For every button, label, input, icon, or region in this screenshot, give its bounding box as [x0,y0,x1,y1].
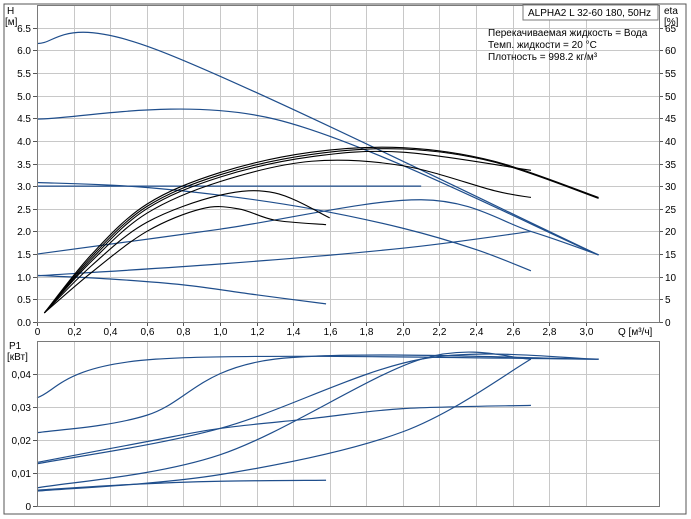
y-tick-label: 4.5 [17,114,31,125]
y2-tick-label: 55 [665,69,677,80]
y2-tick-label: 45 [665,114,677,125]
power-curve-3 [36,353,599,465]
y2-tick-label: 50 [665,92,677,103]
efficiency-curve-5 [43,190,330,314]
y2-tick-label: 65 [665,24,677,35]
p1-tick-label: 0,02 [12,436,32,447]
x-tick-label: 1,6 [324,327,338,338]
x-tick-label: 1,8 [360,327,374,338]
x-tick-label: 0,2 [68,327,82,338]
power-curve-6 [36,479,327,491]
y2-tick-label: 25 [665,205,677,216]
y-axis-label-h: H [м] [5,6,18,28]
title-box [522,4,659,21]
y2-axis-label-eta: eta [%] [664,6,679,28]
y2-tick-label: 40 [665,137,677,148]
y2-tick-label: 5 [665,295,671,306]
lower-axes: 0 0,01 0,02 0,03 0,04 [12,341,660,513]
head-curve-5 [36,199,599,256]
y-tick-label: 2.5 [17,205,31,216]
info-line-density: Плотность = 998.2 кг/м³ [488,52,598,63]
upper-curves [36,31,599,314]
upper-plot-border [37,5,660,323]
x-tick-label: 0,8 [177,327,191,338]
x-tick-label: 1,2 [251,327,265,338]
y-tick-label: 6.0 [17,46,31,57]
y-tick-label: 6.5 [17,24,31,35]
y-tick-label: 4.0 [17,137,31,148]
y2-tick-label: 20 [665,227,677,238]
efficiency-curve-1 [43,146,599,314]
power-curve-1 [36,355,599,399]
y2-tick-label: 30 [665,182,677,193]
power-curve-2 [36,354,599,434]
y2-tick-label: 0 [665,318,671,329]
efficiency-curve-4 [43,159,532,314]
p1-tick-label: 0,03 [12,403,32,414]
y-tick-label: 2.0 [17,227,31,238]
x-tick-label: 2,0 [397,327,411,338]
p1-tick-label: 0 [25,502,31,513]
lower-curves [36,351,599,492]
y-tick-label: 5.0 [17,92,31,103]
head-curve-1 [36,31,599,256]
y-tick-label: 1.0 [17,273,31,284]
chart-title: ALPHA2 L 32-60 180, 50Hz [528,8,651,19]
y-tick-label: 1.5 [17,250,31,261]
x-tick-label: 3,0 [580,327,594,338]
head-curve-2 [36,108,599,256]
info-line-fluid: Перекачиваемая жидкость = Вода [488,28,648,39]
x-tick-label: 0 [35,327,41,338]
head-curve-4 [36,181,532,272]
x-tick-label: 1,0 [214,327,228,338]
y2-tick-label: 15 [665,250,677,261]
p1-tick-label: 0,01 [12,469,32,480]
y-tick-label: 3.0 [17,182,31,193]
efficiency-curve-3 [43,150,532,314]
y-tick-label: 3.5 [17,160,31,171]
x-tick-label: 2,6 [507,327,521,338]
outer-frame [3,3,687,515]
power-curve-7 [36,404,531,464]
head-curve-6 [36,230,532,277]
head-curve-7 [36,274,327,305]
y-tick-label: 5.5 [17,69,31,80]
x-tick-label: 2,4 [470,327,484,338]
x-tick-label: 2,2 [433,327,447,338]
efficiency-curve-6 [43,206,327,314]
y2-tick-label: 35 [665,160,677,171]
power-curve-4 [36,351,531,489]
efficiency-curve-2 [43,148,599,314]
x-tick-label: 0,6 [141,327,155,338]
x-tick-label: 1,4 [287,327,301,338]
y-tick-label: 0.5 [17,295,31,306]
y-tick-label: 0.0 [17,318,31,329]
upper-axes: 0 0,2 0,4 0,6 0,8 1,0 1,2 1,4 1,6 1,8 2,0 2,2 2,4 2,6… [17,5,677,338]
y2-tick-label: 60 [665,46,677,57]
x-axis-label-q: Q [м³/ч] [618,327,653,338]
y2-tick-label: 10 [665,273,677,284]
p1-tick-label: 0,04 [12,370,32,381]
x-tick-label: 0,4 [104,327,118,338]
info-line-temperature: Темп. жидкости = 20 °C [488,40,597,51]
y-axis-label-p1: P1 [кВт] [7,341,28,363]
lower-plot-border [37,341,660,507]
x-tick-label: 2,8 [543,327,557,338]
